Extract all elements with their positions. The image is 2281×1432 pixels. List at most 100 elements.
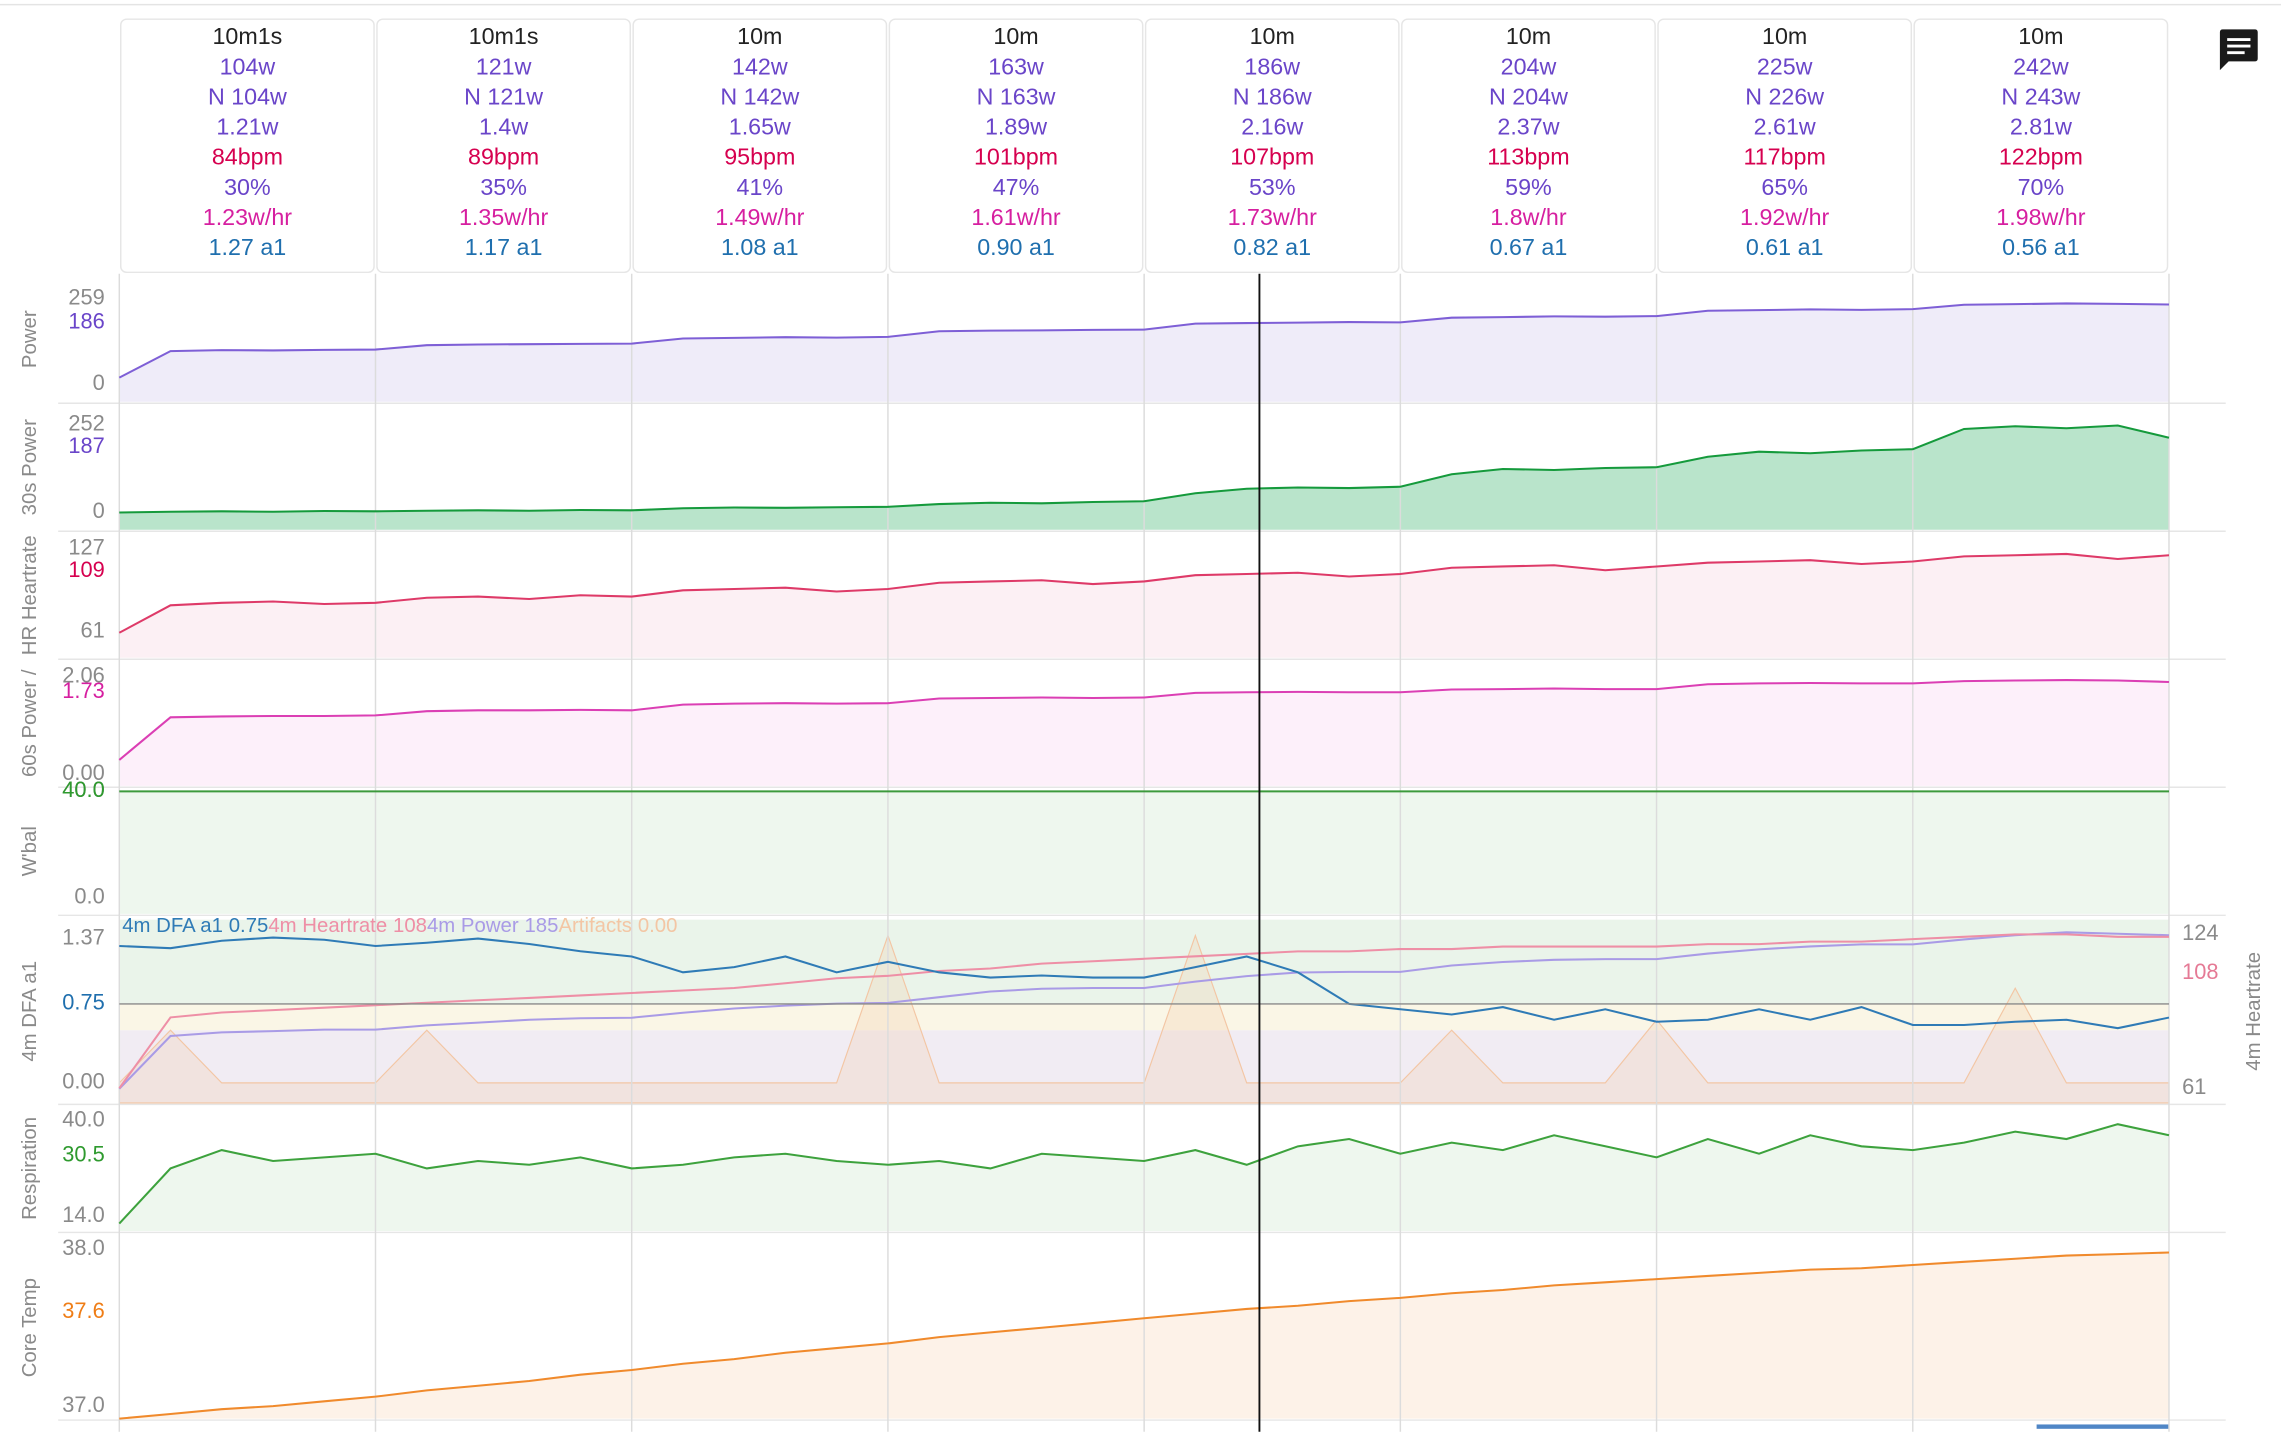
interval-stat: 121w (476, 53, 532, 79)
y-axis-label: Respiration (19, 1117, 41, 1220)
series-line (119, 1251, 2170, 1420)
interval-stat: 10m (1250, 23, 1295, 49)
interval-stat: 101bpm (974, 144, 1058, 170)
bottom-track-bar (2036, 1424, 2169, 1429)
interval-stat: 2.16w (1241, 114, 1303, 140)
y-axis-label: 60s Power / (19, 669, 41, 777)
y-tick-label: 259 (68, 284, 104, 309)
interval-stat: 107bpm (1230, 144, 1314, 170)
interval-stat: 2.81w (2010, 114, 2072, 140)
interval-stat: 35% (480, 174, 527, 200)
cursor-value-label: 109 (68, 557, 104, 582)
interval-card (888, 18, 1144, 274)
cursor-value-label: 0.75 (62, 990, 104, 1015)
interval-stat: 1.92w/hr (1740, 204, 1829, 230)
series-line (118, 931, 2170, 1090)
y-tick-label: 0 (93, 498, 105, 523)
interval-stat: 1.27 a1 (209, 234, 287, 260)
interval-stat: 10m (1762, 23, 1807, 49)
interval-stat: 1.98w/hr (1996, 204, 2085, 230)
interval-stat: 95bpm (724, 144, 795, 170)
y-axis-label: Core Temp (19, 1278, 41, 1377)
series-line (118, 679, 2170, 761)
interval-stat: 84bpm (212, 144, 283, 170)
y-tick-label: 0.00 (62, 1069, 104, 1094)
interval-stat: 30% (224, 174, 271, 200)
interval-stat: 1.21w (216, 114, 278, 140)
comment-button[interactable] (2219, 29, 2258, 71)
interval-stat: 1.8w/hr (1490, 204, 1567, 230)
cursor-value-label: 187 (68, 433, 104, 458)
legend-value: 0.00 (638, 915, 678, 937)
interval-stat: N 226w (1745, 83, 1824, 109)
interval-card (1913, 18, 2169, 274)
interval-stat: 0.61 a1 (1746, 234, 1824, 260)
interval-stat: N 186w (1233, 83, 1312, 109)
series-line (119, 936, 2170, 1030)
series-line (119, 424, 2170, 514)
interval-card (376, 18, 631, 274)
interval-stat: 1.89w (985, 114, 1047, 140)
interval-stat: 0.90 a1 (977, 234, 1055, 260)
interval-stat: 10m (1506, 23, 1551, 49)
legend-name: 4m DFA a1 (122, 915, 223, 937)
interval-stat: 225w (1757, 53, 1813, 79)
interval-card (1401, 18, 1656, 274)
y-axis-label: W'bal (19, 826, 41, 876)
cursor-value-label: 30.5 (62, 1141, 104, 1166)
y-axis-label: HR Heartrate (19, 535, 41, 655)
interval-stat: 142w (732, 53, 788, 79)
legend-name: 4m Power (427, 915, 519, 937)
interval-stat: 10m (993, 23, 1038, 49)
y-tick-label: 1.37 (62, 924, 104, 949)
y-tick-label: 252 (68, 411, 104, 436)
interval-stat: 1.65w (729, 114, 791, 140)
interval-card (120, 18, 375, 274)
interval-stat: 117bpm (1743, 144, 1825, 170)
interval-stat: 0.56 a1 (2002, 234, 2080, 260)
interval-stat: 59% (1505, 174, 1552, 200)
interval-stat: 104w (220, 53, 276, 79)
y-tick-label: 2.06 (62, 663, 104, 688)
interval-stat: 1.4w (479, 114, 528, 140)
interval-stat: N 243w (2001, 83, 2080, 109)
cursor-value-label: 37.6 (62, 1298, 104, 1323)
series-line (118, 302, 2169, 379)
cursor-value-label: 40.0 (62, 777, 104, 802)
interval-stat: 2.37w (1497, 114, 1559, 140)
y-tick-label: 40.0 (62, 777, 104, 802)
y-tick-label: 0.0 (74, 884, 104, 909)
y2-tick-label: 124 (2182, 920, 2218, 945)
y-axis-label: 30s Power (19, 419, 41, 515)
y-axis-label: Power (19, 310, 41, 368)
y-tick-label: 127 (68, 535, 104, 560)
interval-stat: 0.82 a1 (1233, 234, 1311, 260)
legend-name: Artifacts (558, 915, 632, 937)
interval-card (1144, 18, 1400, 274)
interval-stat: N 104w (208, 83, 287, 109)
interval-stat: 89bpm (468, 144, 539, 170)
y-tick-label: 61 (80, 617, 104, 642)
interval-stat: 2.61w (1754, 114, 1816, 140)
y2-tick-label: 61 (2182, 1074, 2206, 1099)
legend-value: 185 (524, 915, 558, 937)
interval-stat: 10m1s (212, 23, 282, 49)
interval-stat: 53% (1249, 174, 1296, 200)
interval-stat: N 142w (720, 83, 799, 109)
interval-stat: 1.17 a1 (465, 234, 543, 260)
cursor-value-label: 186 (68, 308, 104, 333)
cursor-value-label: 1.73 (62, 678, 104, 703)
interval-stat: N 163w (977, 83, 1056, 109)
legend-name: 4m Heartrate (268, 915, 387, 937)
interval-stat: 204w (1501, 53, 1557, 79)
interval-stat: 186w (1244, 53, 1300, 79)
interval-stat: 41% (737, 174, 784, 200)
interval-stat: 10m1s (469, 23, 539, 49)
interval-stat: 70% (2018, 174, 2065, 200)
interval-stat: 10m (737, 23, 782, 49)
legend: 4m DFA a1 0.754m Heartrate 1084m Power 185A… (122, 915, 677, 937)
interval-stat: N 121w (464, 83, 543, 109)
interval-stat: 10m (2018, 23, 2063, 49)
